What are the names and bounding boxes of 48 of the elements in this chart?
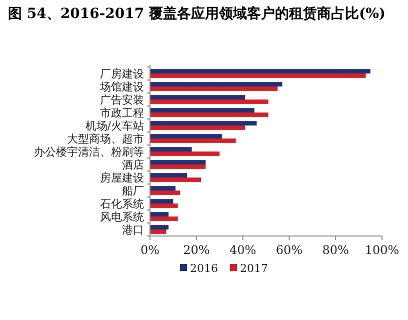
bar [150,186,176,190]
bar [150,86,278,91]
bar [150,199,174,204]
bar [150,82,282,86]
bar [150,152,220,156]
y-tick-label: 机场/火车站 [85,120,144,132]
bar [150,134,222,138]
y-tick-label: 大型商场、超市 [67,132,144,146]
bar [150,164,206,169]
bar [150,178,202,182]
y-tick-label: 房屋建设 [100,172,144,184]
x-tick-label: 100% [364,243,400,257]
x-tick-label: 20% [183,243,210,257]
y-tick-label: 港口 [122,224,144,236]
y-tick-label: 船厂 [122,184,144,198]
legend-label: 2017 [240,262,268,275]
bar [150,121,257,126]
y-tick-label: 酒店 [122,158,144,172]
bar [150,108,254,112]
bar [150,112,268,117]
bar [150,100,268,104]
bar [150,216,178,221]
x-tick-label: 40% [229,243,256,257]
x-tick-label: 0% [140,243,160,257]
bar [150,204,178,208]
bar [150,126,246,130]
bar [150,138,236,143]
bar [150,147,192,152]
bar [150,74,366,78]
x-tick-label: 80% [322,243,349,257]
x-tick-label: 60% [276,243,303,257]
y-tick-label: 石化系统 [100,198,144,210]
y-tick-label: 办公楼宇清洁、粉刷等 [34,146,144,158]
y-tick-label: 市政工程 [100,106,144,120]
y-tick-label: 广告安装 [100,94,144,106]
bar [150,190,180,195]
y-tick-label: 厂房建设 [100,68,144,80]
bar [150,69,370,74]
bar [150,212,169,216]
bar [150,230,166,234]
y-tick-label: 风电系统 [100,210,144,224]
legend-label: 2016 [190,262,218,275]
bar [150,173,188,178]
bar [150,225,169,230]
y-tick-label: 场馆建设 [99,80,144,94]
bar [150,160,206,164]
bar [150,95,246,100]
chart-title: 图 54、2016-2017 覆盖各应用领域客户的租赁商占比(%) [8,4,387,24]
